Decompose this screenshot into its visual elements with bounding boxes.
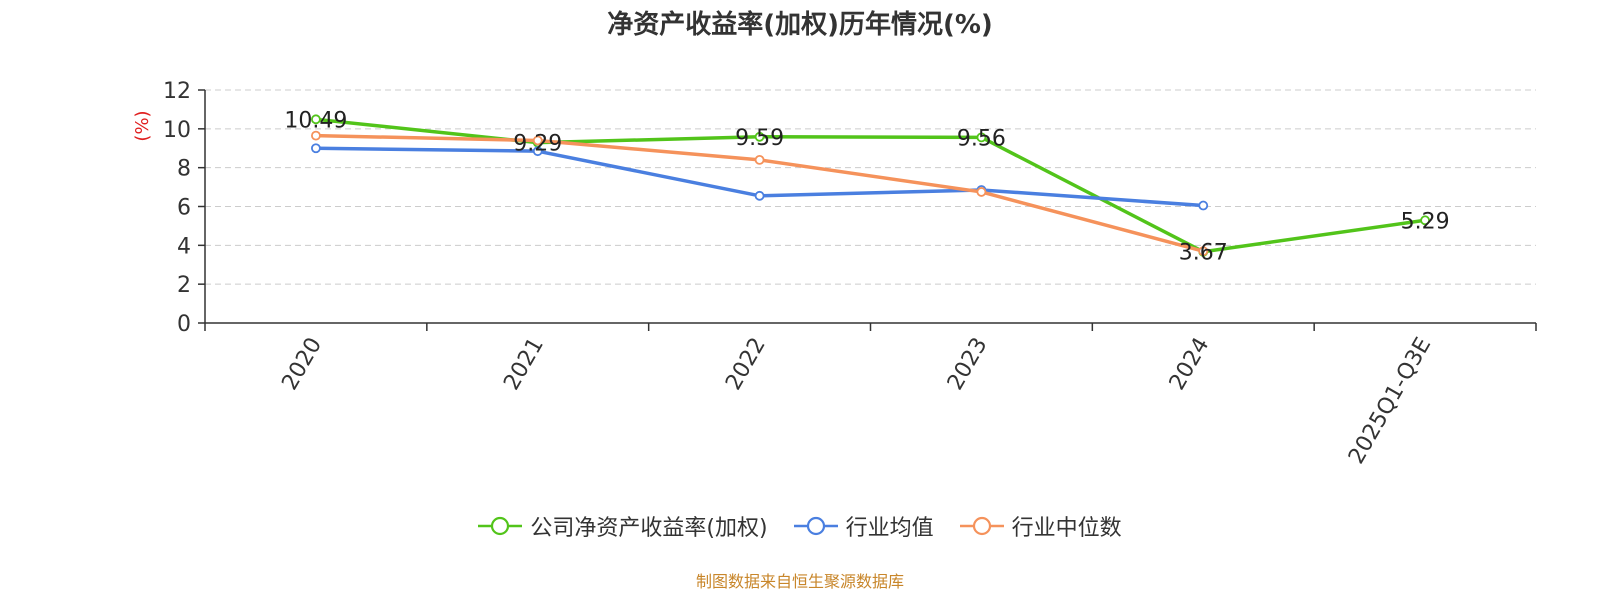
data-point — [311, 114, 321, 125]
data-label: 5.29 — [1401, 209, 1450, 234]
y-tick-label: 0 — [177, 312, 191, 337]
x-tick-label: 2023 — [943, 334, 993, 395]
y-tick-label: 12 — [163, 79, 191, 104]
y-axis-title: (%) — [132, 110, 153, 141]
data-point — [532, 146, 543, 157]
legend-label: 行业中位数 — [1011, 516, 1122, 541]
y-tick-label: 8 — [177, 157, 191, 182]
data-point — [1198, 246, 1209, 257]
source-note: 制图数据来自恒生聚源数据库 — [695, 572, 904, 591]
legend-label: 行业均值 — [845, 516, 934, 541]
x-tick-label: 2020 — [277, 334, 327, 395]
data-point — [754, 190, 765, 201]
data-point — [1198, 200, 1209, 211]
legend-label: 公司净资产收益率(加权) — [530, 516, 768, 541]
legend-marker — [491, 516, 510, 536]
data-point — [311, 143, 321, 154]
legend-swatch — [478, 516, 523, 536]
y-tick-label: 2 — [177, 273, 191, 298]
y-tick-label: 10 — [163, 118, 191, 143]
y-tick-label: 6 — [177, 196, 191, 221]
data-point — [754, 131, 765, 142]
legend-swatch — [959, 516, 1004, 536]
data-label: 3.67 — [1179, 241, 1228, 266]
y-tick-label: 4 — [177, 234, 191, 259]
data-point — [532, 135, 543, 146]
data-point — [976, 132, 987, 143]
legend-item[interactable]: 行业均值 — [793, 510, 934, 542]
data-point — [754, 154, 765, 165]
data-label: 9.56 — [957, 126, 1006, 151]
x-tick-label: 2021 — [499, 334, 549, 395]
legend-item[interactable]: 公司净资产收益率(加权) — [478, 510, 768, 542]
chart-legend: 公司净资产收益率(加权) 行业均值 行业中位数 — [0, 510, 1600, 542]
data-point — [976, 187, 987, 197]
data-label: 9.29 — [513, 132, 562, 157]
data-label: 10.49 — [284, 108, 347, 133]
legend-item[interactable]: 行业中位数 — [959, 510, 1122, 542]
legend-marker — [806, 516, 825, 536]
x-tick-label: 2022 — [721, 334, 771, 395]
legend-marker — [972, 516, 991, 536]
legend-swatch — [793, 516, 838, 536]
data-point — [311, 130, 321, 141]
x-tick-label: 2024 — [1165, 334, 1215, 395]
chart-title: 净资产收益率(加权)历年情况(%) — [607, 10, 993, 40]
data-label: 9.59 — [735, 126, 784, 151]
data-point — [1420, 215, 1430, 226]
x-tick-label: 2025Q1-Q3E — [1344, 334, 1436, 469]
